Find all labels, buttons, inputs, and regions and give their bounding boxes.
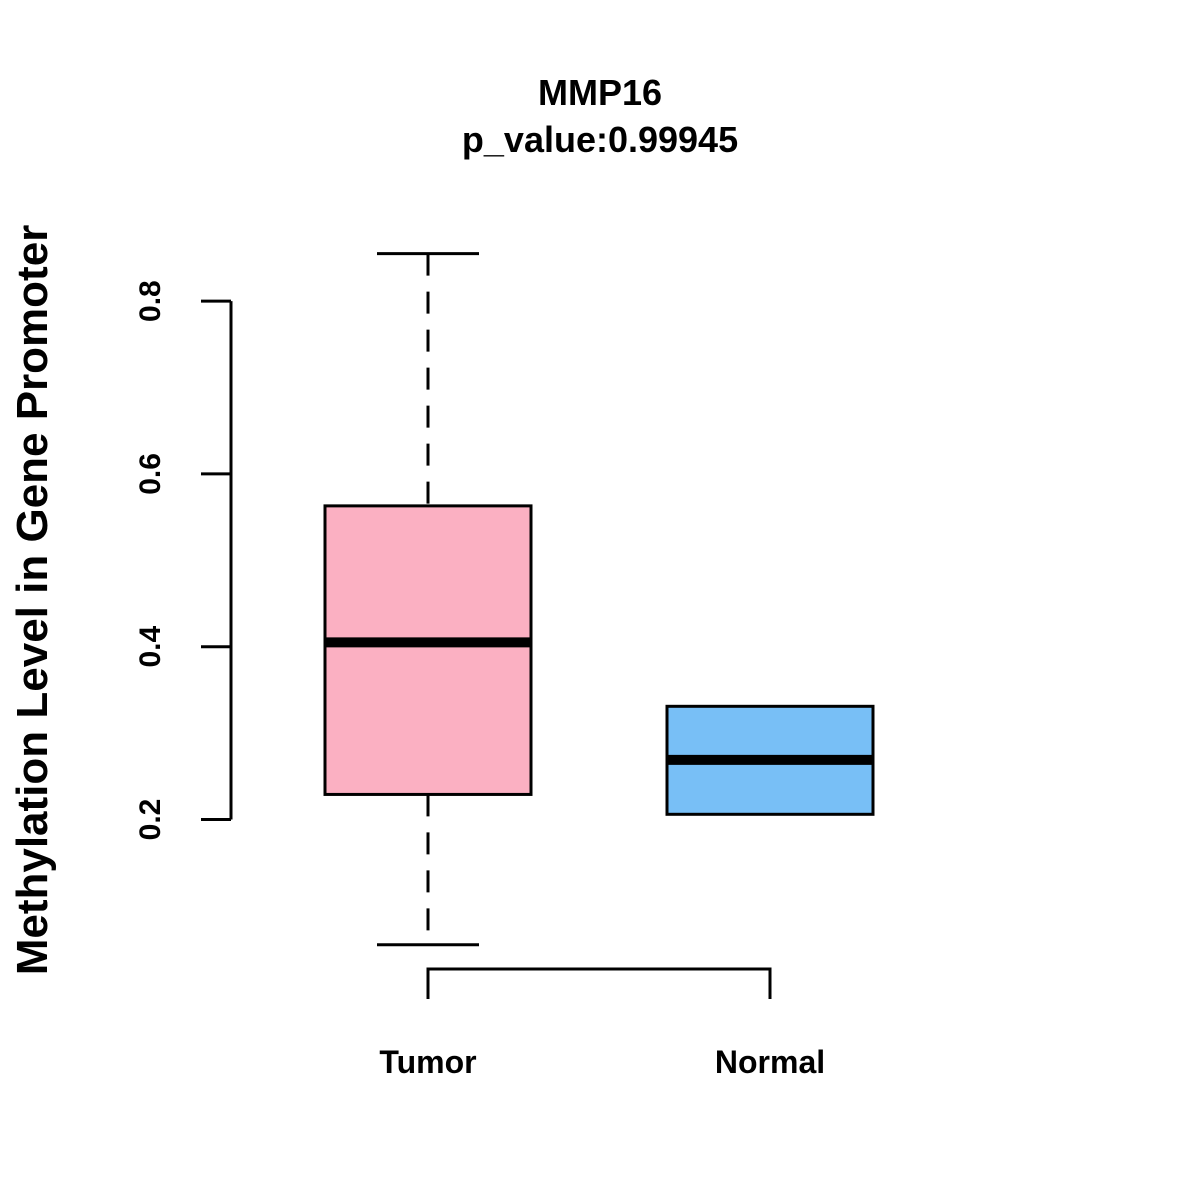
x-tick-label-tumor: Tumor [379,1044,476,1080]
bracket-line [426,967,772,999]
chart-subtitle: p_value:0.99945 [462,119,738,160]
x-axis-labels: Tumor Normal [379,1044,825,1080]
box-tumor [323,252,533,947]
comparison-bracket [426,967,772,999]
y-axis: 0.2 0.4 0.6 0.8 [134,280,233,841]
x-tick-label-normal: Normal [715,1044,825,1080]
box-body [323,504,533,796]
y-tick-label: 0.2 [134,799,167,841]
y-tick-label: 0.6 [134,453,167,495]
y-axis-label: Methylation Level in Gene Promoter [8,225,57,976]
y-tick-label: 0.8 [134,280,167,322]
chart-title: MMP16 [538,72,662,113]
box-group [323,252,875,947]
y-tick-label: 0.4 [134,626,167,668]
box-normal [665,704,875,816]
